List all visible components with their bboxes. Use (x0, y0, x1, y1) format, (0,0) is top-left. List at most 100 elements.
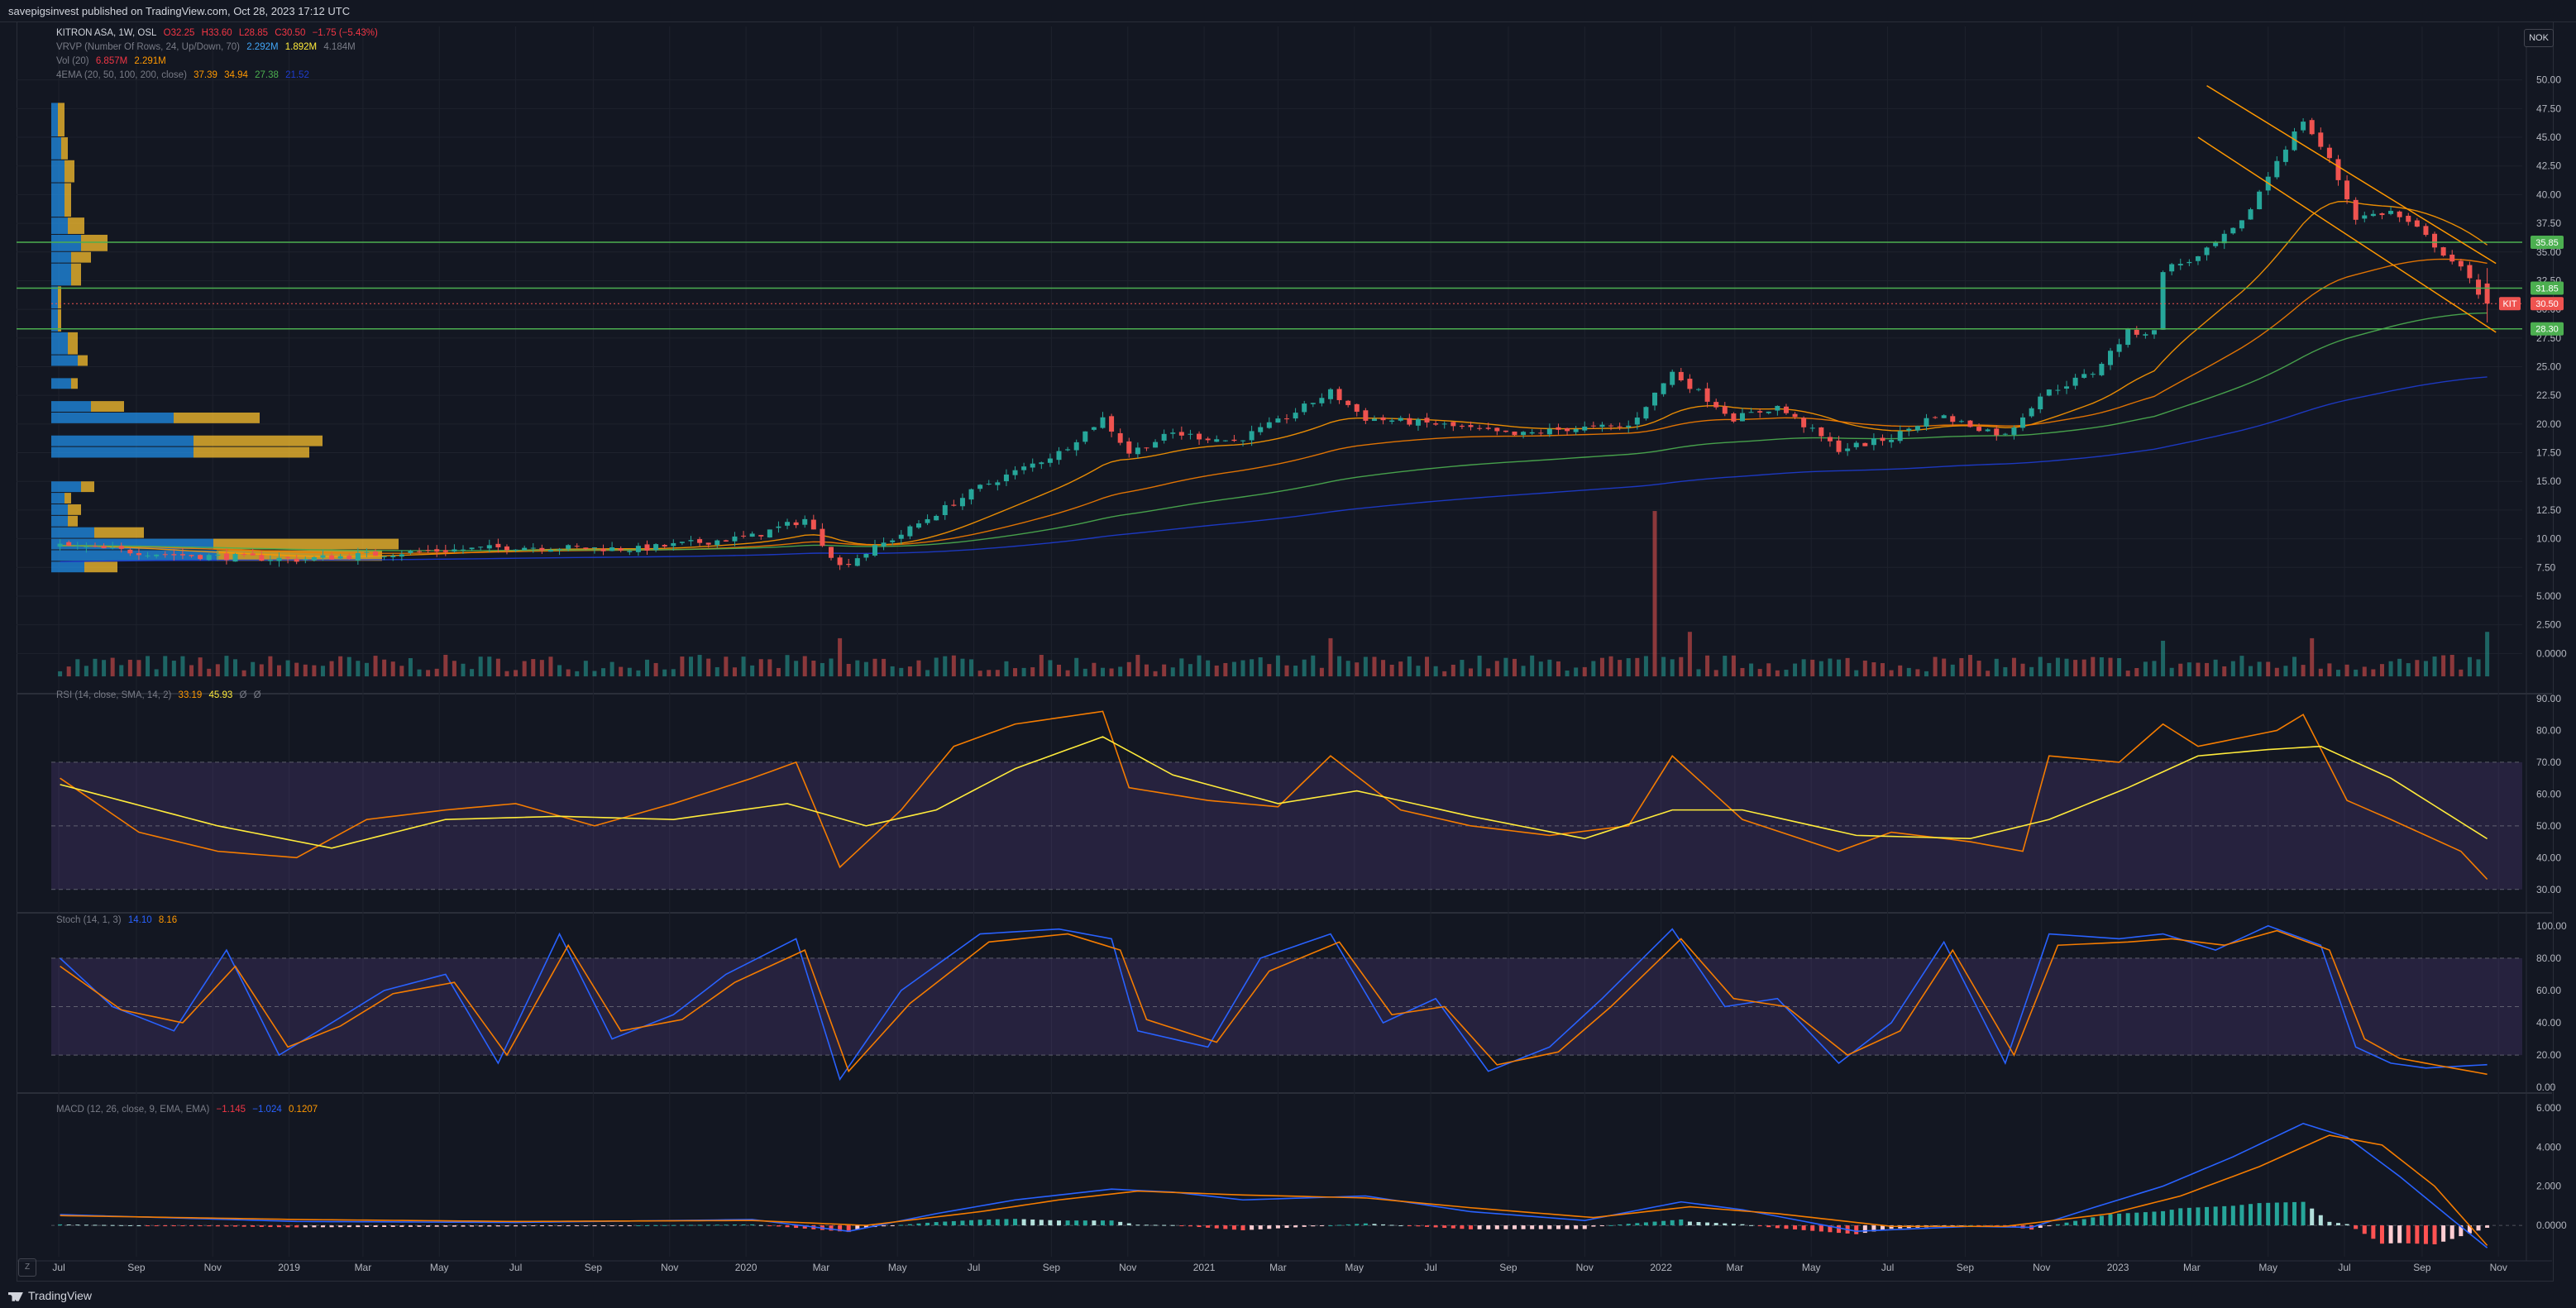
candle-body (530, 547, 536, 549)
volume-bar (224, 656, 229, 677)
candle-body (1565, 427, 1570, 432)
macd-histogram-bar (943, 1221, 948, 1226)
tradingview-logo[interactable]: TradingView (8, 1289, 92, 1302)
candle-body (337, 556, 343, 559)
macd-histogram-bar (1319, 1225, 1324, 1227)
volume-bar (1442, 671, 1447, 677)
volume-bar (1731, 655, 1736, 677)
macd-histogram-bar (829, 1225, 834, 1231)
candle-body (399, 554, 404, 557)
vrvp-down-value: 1.892M (284, 42, 318, 52)
candle-body (662, 545, 667, 547)
volume-bar (619, 666, 624, 677)
macd-histogram-bar (1889, 1225, 1894, 1229)
macd-histogram-bar (1670, 1220, 1675, 1226)
candle-body (995, 482, 1001, 485)
volume-bar (487, 656, 492, 677)
candle-body (837, 557, 843, 566)
vrvp-legend[interactable]: VRVP (Number Of Rows, 24, Up/Down, 70) 2… (56, 41, 360, 54)
macd-histogram-bar (995, 1219, 1000, 1226)
ema100-value: 27.38 (255, 70, 279, 80)
macd-histogram-bar (251, 1225, 256, 1227)
symbol-legend[interactable]: KITRON ASA, 1W, OSL O32.25 H33.60 L28.85… (56, 26, 382, 40)
candle-body (311, 556, 317, 561)
candle-body (162, 554, 168, 556)
x-tick-label: Sep (585, 1262, 603, 1273)
candle-body (1958, 421, 1964, 422)
macd-histogram-bar (1135, 1224, 1140, 1226)
candle-body (2090, 374, 2096, 375)
macd-histogram-bar (1618, 1224, 1623, 1226)
macd-legend[interactable]: MACD (12, 26, close, 9, EMA, EMA) −1.145… (56, 1103, 322, 1116)
candle-body (1696, 389, 1701, 390)
macd-histogram-bar (1469, 1225, 1474, 1229)
candle-body (934, 515, 939, 521)
x-tick-label: May (430, 1262, 449, 1273)
candle-body (2292, 131, 2297, 150)
support-level-label: 31.85 (2535, 284, 2559, 294)
candle-body (1626, 425, 1632, 427)
candle-body (697, 539, 703, 543)
macd-histogram-bar (592, 1225, 597, 1227)
candle-body (92, 546, 98, 547)
low-value: L28.85 (238, 28, 269, 38)
volume-bar (110, 657, 115, 677)
rsi-legend[interactable]: RSI (14, close, SMA, 14, 2) 33.19 45.93 … (56, 689, 265, 702)
volume-bar (1240, 660, 1245, 677)
timezone-button[interactable]: Z (18, 1258, 36, 1277)
macd-histogram-bar (2362, 1225, 2367, 1234)
volume-profile-up-bar (51, 378, 71, 389)
macd-histogram-bar (2292, 1201, 2297, 1226)
volume-bar (925, 670, 930, 677)
candle-body (2169, 264, 2175, 272)
candle-body (1135, 447, 1140, 455)
ema20-value: 37.39 (194, 70, 217, 80)
candle-body (2406, 215, 2411, 222)
volume-bar (1057, 664, 1062, 677)
stoch-legend[interactable]: Stoch (14, 1, 3) 14.10 8.16 (56, 914, 181, 927)
volume-bar (1302, 659, 1307, 677)
volume-bar (2283, 666, 2288, 677)
volume-bar (1372, 656, 1377, 677)
macd-histogram-bar (2423, 1225, 2428, 1244)
macd-histogram-bar (1442, 1225, 1447, 1229)
volume-legend[interactable]: Vol (20) 6.857M 2.291M (56, 55, 170, 68)
macd-histogram-bar (224, 1225, 229, 1227)
macd-histogram-bar (259, 1225, 264, 1227)
x-tick-label: Mar (813, 1262, 830, 1273)
macd-histogram-bar (960, 1220, 965, 1226)
volume-bar (829, 658, 834, 677)
candle-body (232, 554, 238, 562)
x-tick-label: 2022 (1650, 1262, 1672, 1273)
macd-hist-value: −1.145 (216, 1105, 246, 1115)
x-tick-label: Nov (661, 1262, 678, 1273)
volume-bar (1574, 667, 1579, 677)
candle-body (1012, 470, 1018, 475)
macd-histogram-bar (180, 1225, 185, 1227)
candle-body (1266, 422, 1272, 428)
macd-histogram-bar (1389, 1224, 1394, 1226)
volume-bar (1705, 655, 1710, 677)
volume-bar (58, 671, 63, 677)
volume-bar (2266, 661, 2271, 677)
volume-bar (1258, 657, 1263, 677)
macd-histogram-bar (2406, 1225, 2411, 1244)
candle-body (2476, 279, 2482, 295)
volume-bar (1837, 659, 1842, 677)
candle-body (2282, 150, 2288, 162)
chart-frame[interactable] (17, 21, 2554, 1282)
ema-legend[interactable]: 4EMA (20, 50, 100, 200, close) 37.39 34.… (56, 69, 313, 82)
volume-bar (408, 658, 413, 677)
macd-histogram-bar (495, 1225, 500, 1227)
macd-histogram-bar (1021, 1219, 1026, 1226)
candle-body (1021, 466, 1027, 470)
candle-body (829, 547, 834, 558)
currency-button[interactable]: NOK (2524, 29, 2554, 47)
volume-bar (750, 665, 755, 677)
macd-histogram-bar (461, 1225, 466, 1227)
candle-body (1380, 417, 1386, 421)
candle-body (1030, 463, 1035, 468)
candle-body (1538, 432, 1544, 434)
volume-bar (382, 659, 387, 677)
